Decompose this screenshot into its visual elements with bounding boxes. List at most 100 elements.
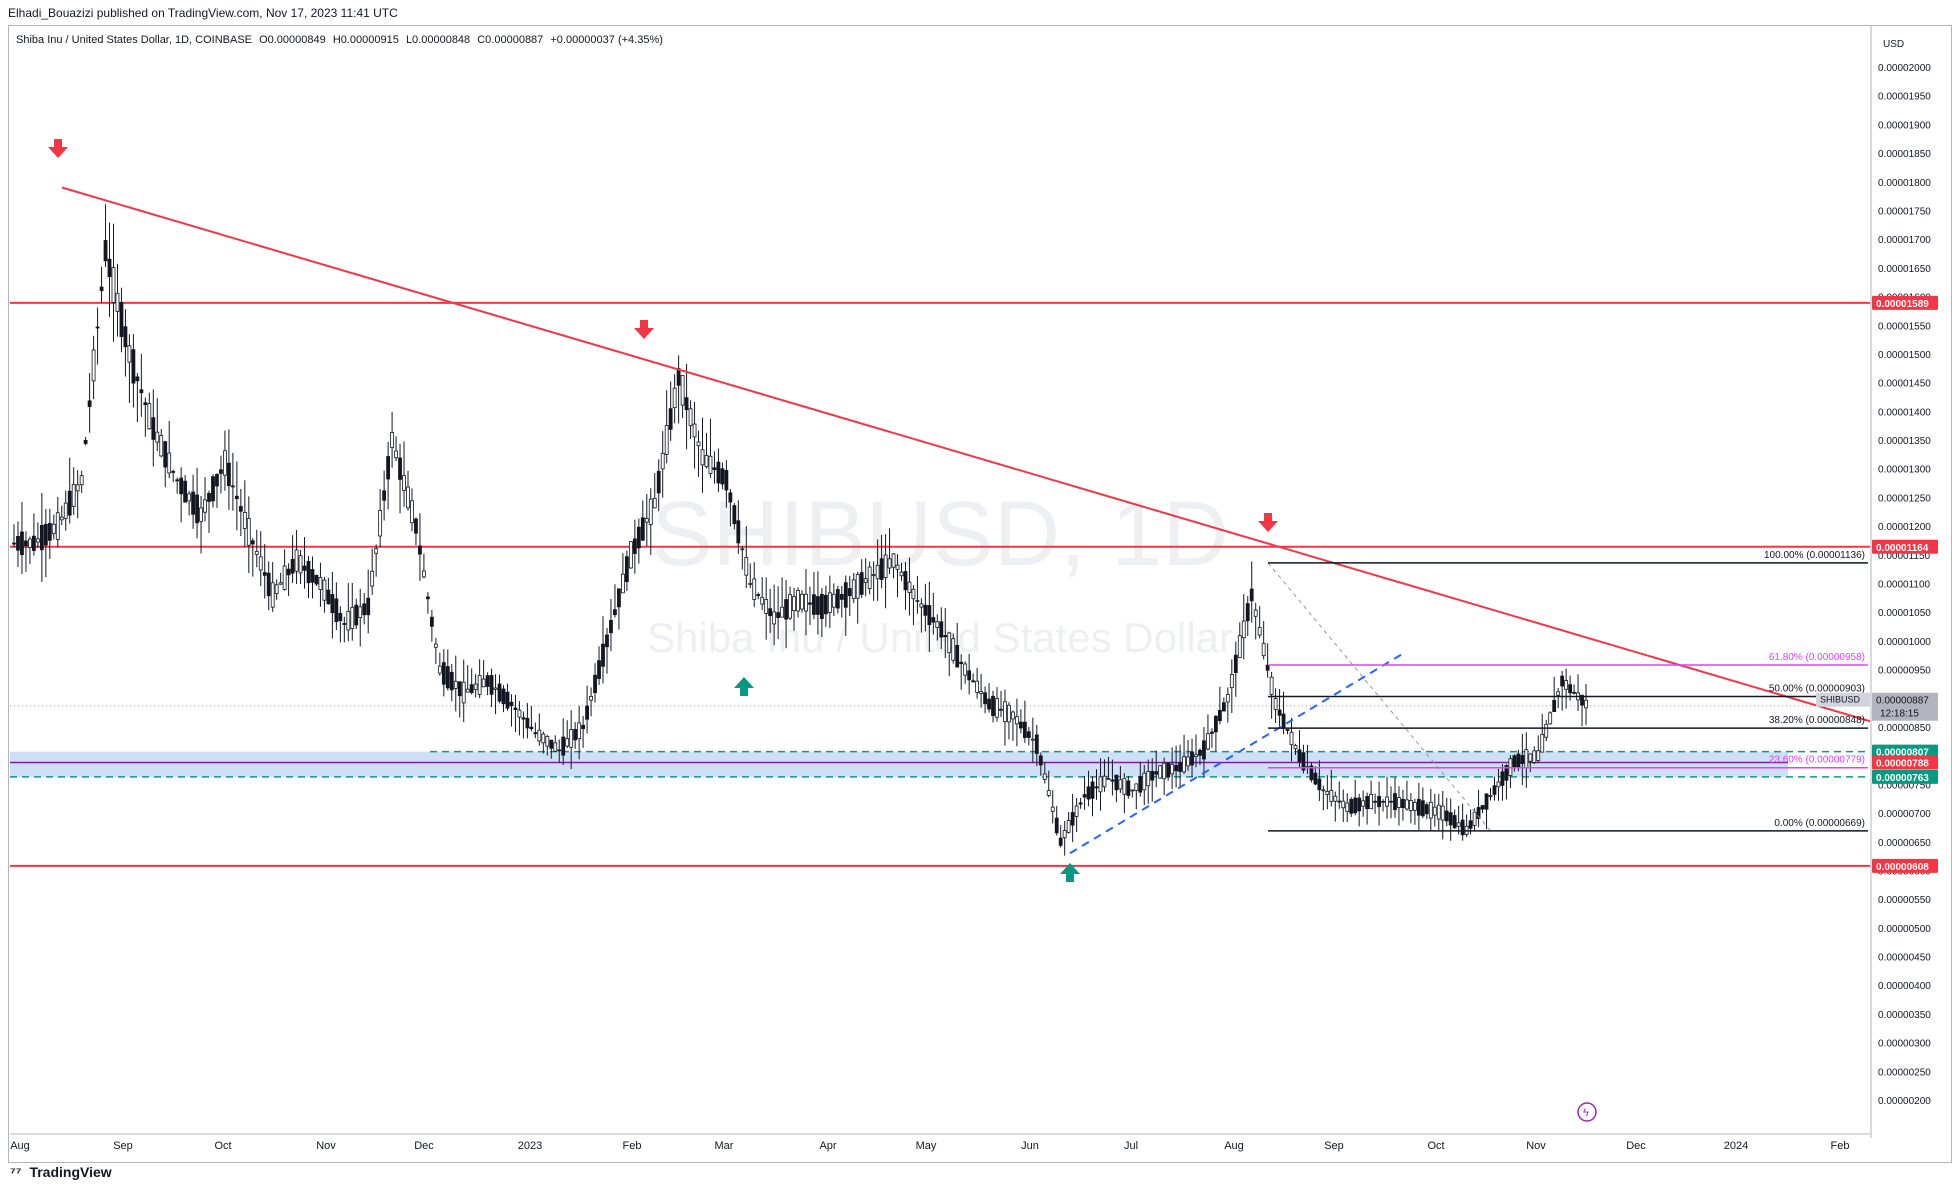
candle-body [1393, 793, 1397, 810]
time-axis[interactable]: Aug Sep Oct Nov Dec 2023 Feb Mar Apr May Jun Jul Aug… [10, 1133, 1870, 1152]
candle [28, 536, 32, 565]
price-tick-label: 0.00000850 [1878, 723, 1931, 734]
candle [1118, 765, 1123, 794]
candle [1126, 776, 1131, 799]
candle [533, 722, 538, 739]
candle [1241, 594, 1246, 660]
candle [513, 694, 518, 733]
candle-body [656, 470, 661, 494]
candle [282, 549, 287, 591]
support-zone-rect [10, 751, 1788, 777]
candle-body [1050, 806, 1055, 812]
candle [939, 607, 944, 649]
candle [1420, 787, 1425, 819]
candle [1504, 764, 1509, 800]
candle [358, 588, 363, 647]
candle [605, 628, 609, 674]
candle [394, 436, 398, 462]
tradingview-logo[interactable]: ⁷⁷ TradingView [10, 1164, 112, 1180]
candle-body [999, 708, 1003, 711]
candle [955, 622, 960, 668]
candle-body [223, 450, 227, 476]
fib-diagonal-dotted [1267, 562, 1491, 831]
candle-body [429, 616, 434, 627]
candle-body [1217, 709, 1222, 722]
candle-body [55, 512, 60, 540]
candle [812, 571, 816, 620]
candle-body [163, 441, 168, 468]
candle-body [1062, 830, 1067, 839]
candle [624, 550, 629, 591]
candle [326, 577, 331, 605]
candle [266, 561, 271, 611]
candle [20, 502, 24, 575]
candle-body [306, 560, 311, 584]
candle [1273, 688, 1278, 723]
candle-body [1289, 731, 1294, 746]
candle-body [1544, 723, 1549, 738]
candle-body [1273, 698, 1278, 710]
candle-body [1281, 713, 1286, 729]
price-tick-label: 0.00001250 [1878, 493, 1931, 504]
candle-body [1011, 711, 1015, 720]
fibonacci-retracement: 100.00% (0.00001136) 61.80% (0.00000958) 5… [1268, 550, 1868, 832]
price-tick-label: 0.00001100 [1878, 580, 1931, 591]
candle-body [179, 477, 184, 495]
candle [628, 541, 633, 569]
candle [931, 592, 936, 635]
tradingview-logo-icon: ⁷⁷ [10, 1164, 22, 1180]
candle-body [569, 729, 574, 748]
candle-body [593, 674, 597, 694]
candle [963, 661, 968, 684]
candle-body [215, 474, 219, 487]
candle [1440, 791, 1445, 840]
candle-body [1102, 775, 1107, 788]
candle [298, 549, 303, 585]
candle-body [1074, 805, 1079, 817]
candle-body [847, 588, 852, 597]
candle [1210, 728, 1214, 748]
candle [899, 562, 904, 581]
candle-body [366, 597, 371, 616]
price-tick-label: 0.00000500 [1878, 924, 1931, 935]
candle-body [147, 403, 152, 430]
candle-body [1456, 822, 1461, 827]
candle-body [1452, 815, 1457, 829]
candle [286, 563, 291, 596]
candle-body [211, 476, 215, 502]
candle [441, 649, 446, 697]
candle [87, 373, 92, 433]
candle [155, 398, 160, 452]
candle-body [1082, 794, 1087, 798]
candle [131, 334, 136, 408]
candle [135, 373, 140, 423]
candle-body [983, 692, 987, 705]
candle [1448, 798, 1453, 841]
candle-body [1325, 791, 1330, 795]
candle-body [1401, 798, 1405, 809]
candle-body [410, 500, 414, 524]
price-tick-label: 0.00000650 [1878, 838, 1931, 849]
candle [1552, 676, 1557, 712]
price-axis[interactable]: USD 0.00002000 0.00001950 0.00001900 0.00001… [1816, 25, 1938, 1138]
candle-body [286, 568, 291, 576]
publisher-header: Elhadi_Bouazizi published on TradingView… [8, 6, 398, 20]
candle [919, 598, 924, 633]
candle [1166, 762, 1171, 781]
candle [1269, 671, 1274, 719]
candle [31, 513, 36, 556]
candle-body [290, 558, 295, 574]
candle-body [808, 602, 812, 605]
candle [1341, 789, 1346, 822]
candle-body [1261, 642, 1266, 657]
candle-body [1520, 755, 1525, 764]
candle [262, 544, 267, 599]
candle-body [1309, 765, 1314, 781]
price-tick-label: 0.00000350 [1878, 1010, 1931, 1021]
candle-body [1146, 771, 1151, 787]
candle [565, 720, 570, 749]
candle-body [326, 589, 331, 605]
candle-body [1078, 802, 1083, 805]
candle-body [330, 594, 335, 614]
